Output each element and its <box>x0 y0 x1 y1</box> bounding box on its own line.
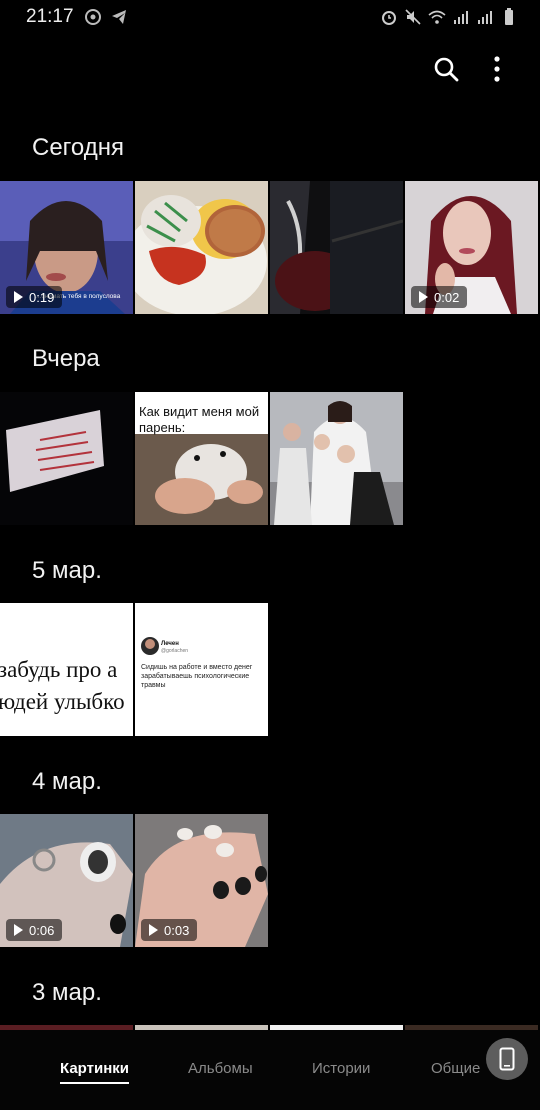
media-thumbnail[interactable] <box>270 181 403 314</box>
media-thumbnail[interactable]: Лечен @gorlachen Сидишь на работе и вмес… <box>135 603 268 736</box>
play-icon <box>14 924 23 936</box>
avatar <box>135 603 268 736</box>
section-title-mar5: 5 мар. <box>32 557 102 584</box>
thumbnail-image <box>0 181 133 314</box>
image-text-line: забудь про а <box>0 657 118 682</box>
video-duration-badge: 0:02 <box>411 286 468 308</box>
section-title-today: Сегодня <box>32 134 124 161</box>
status-time: 21:17 <box>26 6 74 27</box>
alarm-icon <box>382 11 396 25</box>
wifi-icon <box>428 10 446 24</box>
grid-mar4: 0:06 0:03 <box>0 814 268 947</box>
grid-mar3 <box>0 1025 538 1033</box>
media-thumbnail[interactable]: 0:02 <box>405 181 538 314</box>
thumbnail-image <box>0 392 133 525</box>
mute-icon <box>405 9 421 25</box>
thumbnail-image <box>270 181 403 314</box>
signal-2-icon <box>478 11 492 24</box>
media-thumbnail[interactable]: ...снимать тебя в полуслова 0:19 <box>0 181 133 314</box>
search-icon <box>434 57 459 82</box>
thumbnail-image <box>135 814 268 947</box>
meme-caption: Как видит меня мой парень: <box>139 404 260 435</box>
status-bar: 21:17 <box>0 0 540 34</box>
video-duration-badge: 0:03 <box>141 919 198 941</box>
tweet-handle: @gorlachen <box>161 648 189 654</box>
telegram-icon <box>112 10 126 24</box>
tab-albums[interactable]: Альбомы <box>188 1060 253 1077</box>
image-text-line: юдей улыбко <box>0 689 125 714</box>
media-thumbnail[interactable]: 0:03 <box>135 814 268 947</box>
video-duration-badge: 0:06 <box>6 919 63 941</box>
video-duration-badge: 0:19 <box>6 286 63 308</box>
video-caption: ...снимать тебя в полуслова <box>36 293 121 300</box>
section-title-mar4: 4 мар. <box>32 768 102 795</box>
media-thumbnail[interactable] <box>405 1025 538 1033</box>
grid-mar5: забудь про а юдей улыбко Лечен @gorlache… <box>0 603 268 736</box>
battery-icon <box>505 8 513 25</box>
tweet-author: Лечен <box>161 641 179 647</box>
media-thumbnail[interactable] <box>0 392 133 525</box>
thumbnail-image <box>405 181 538 314</box>
phone-mode-button[interactable] <box>486 1038 528 1080</box>
play-icon <box>419 291 428 303</box>
grid-yesterday: Как видит меня мой парень: <box>0 392 403 525</box>
tab-pictures[interactable]: Картинки <box>60 1060 130 1084</box>
more-vert-icon <box>494 56 500 82</box>
section-title-mar3: 3 мар. <box>32 979 102 1006</box>
media-thumbnail[interactable] <box>135 1025 268 1033</box>
play-icon <box>14 291 23 303</box>
tweet-text: Сидишь на работе и вместо денег зарабаты… <box>141 664 253 689</box>
media-thumbnail[interactable]: 0:06 <box>0 814 133 947</box>
media-thumbnail[interactable] <box>270 1025 403 1033</box>
media-thumbnail[interactable] <box>0 1025 133 1033</box>
signal-icon <box>454 11 468 24</box>
tab-stories[interactable]: Истории <box>312 1060 371 1077</box>
section-title-yesterday: Вчера <box>32 345 100 372</box>
thumbnail-image <box>135 392 268 525</box>
media-thumbnail[interactable]: Как видит меня мой парень: <box>135 392 268 525</box>
grid-today: ...снимать тебя в полуслова 0:19 <box>0 181 538 314</box>
more-options-button[interactable] <box>480 52 514 86</box>
thumbnail-image <box>270 392 403 525</box>
search-button[interactable] <box>429 52 463 86</box>
thumbnail-image <box>0 814 133 947</box>
thumbnail-image <box>135 181 268 314</box>
phone-icon <box>499 1047 515 1071</box>
bottom-navigation: Картинки Альбомы Истории Общие <box>0 1030 540 1110</box>
play-icon <box>149 924 158 936</box>
sync-icon <box>85 9 101 25</box>
media-thumbnail[interactable]: забудь про а юдей улыбко <box>0 603 133 736</box>
tab-shared[interactable]: Общие <box>431 1060 481 1077</box>
media-thumbnail[interactable] <box>135 181 268 314</box>
media-thumbnail[interactable] <box>270 392 403 525</box>
